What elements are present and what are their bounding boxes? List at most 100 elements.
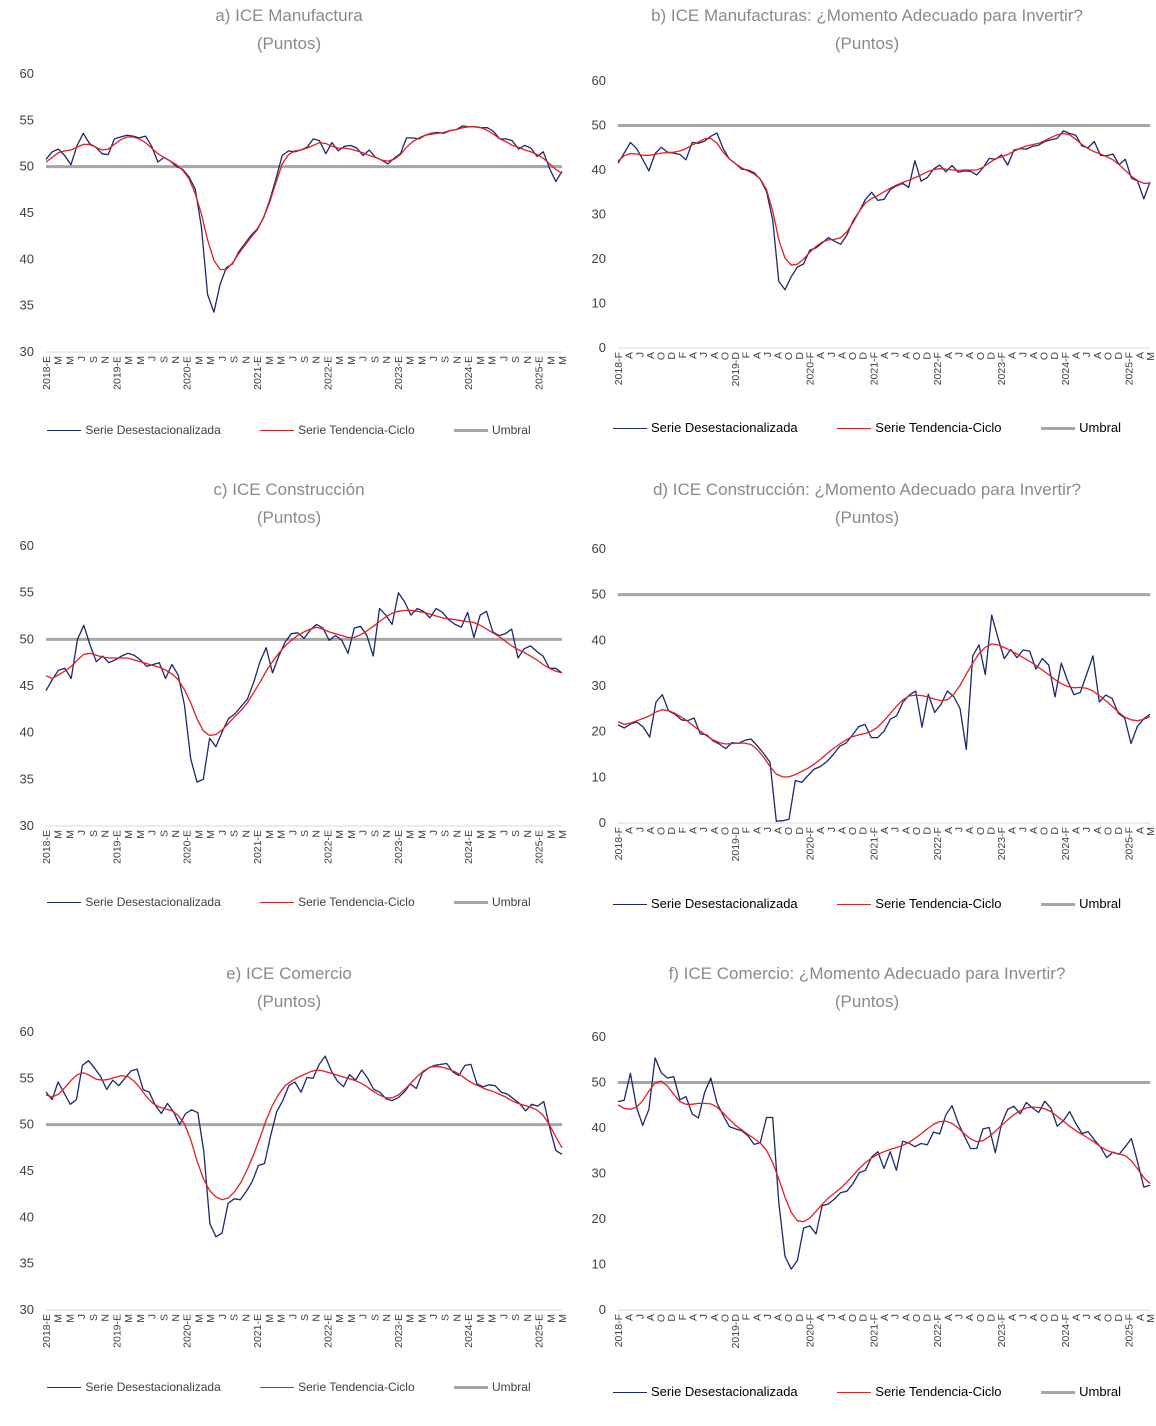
x-tick-label: J [76,1314,88,1319]
legend-swatch-deses [612,1392,647,1394]
x-tick-label: D [1049,352,1061,360]
x-tick-label: N [100,830,112,838]
series-line-deses [617,614,1151,822]
x-tick-label: N [240,830,252,838]
x-tick-label: M [334,356,346,365]
x-tick-label: D [1113,352,1125,360]
y-tick-label: 0 [599,1302,606,1317]
x-tick-label: D [922,1314,934,1322]
x-tick-label: A [709,827,721,834]
x-tick-label: 2022-E [322,830,334,864]
chart-title: d) ICE Construcción: ¿Momento Adecuado p… [578,476,1156,532]
x-tick-label: S [229,356,241,363]
series-line-tend [617,1080,1151,1223]
legend-swatch-umbral [453,1386,488,1390]
y-tick-label: 50 [592,1075,606,1090]
legend-item-umbral: Umbral [453,1380,531,1394]
x-tick-label: M [123,1314,135,1323]
x-tick-label: M [346,830,358,839]
x-tick-label: N [170,356,182,364]
y-tick-label: 30 [592,207,606,222]
x-tick-label: O [1039,827,1051,835]
x-tick-label: A [815,827,827,834]
x-tick-label: O [975,827,987,835]
x-tick-label: 2020-F [805,827,817,860]
x-tick-label: 2018-E [41,830,53,864]
x-tick-label: 2023-F [996,827,1008,860]
x-tick-label: A [1028,352,1040,359]
x-tick-label: 2019-D [730,352,742,387]
legend-item-tend: Serie Tendencia-Ciclo [260,895,415,909]
x-tick-label: D [985,827,997,835]
chart-title-text: d) ICE Construcción: ¿Momento Adecuado p… [652,480,1082,499]
x-tick-label: M [557,830,569,839]
chart-subtitle: (Puntos) [256,992,322,1011]
legend-label-deses: Serie Desestacionalizada [85,1380,221,1394]
x-tick-label: 2020-E [182,1314,194,1348]
x-tick-label: A [624,352,636,359]
x-tick-label: N [240,1314,252,1322]
x-tick-label: D [1049,1314,1061,1322]
x-tick-label: 2024-E [463,1314,475,1348]
x-tick-label: S [158,1314,170,1321]
x-tick-label: J [890,1314,902,1319]
x-tick-label: J [217,1314,229,1319]
x-tick-label: A [964,827,976,834]
x-tick-label: F [741,1314,753,1320]
x-tick-label: F [677,352,689,358]
chart-subtitle: (Puntos) [834,34,900,53]
x-tick-label: D [985,352,997,360]
x-tick-label: 2025-F [1124,1314,1136,1347]
x-tick-label: D [794,352,806,360]
y-tick-label: 40 [20,725,34,740]
x-tick-label: 2023-E [393,830,405,864]
x-tick-label: 2022-F [932,827,944,860]
y-tick-label: 20 [592,251,606,266]
x-tick-label: J [428,830,440,835]
legend-label-umbral: Umbral [491,423,531,437]
x-tick-label: J [698,352,710,357]
x-tick-label: A [964,352,976,359]
y-tick-label: 35 [20,298,34,313]
x-tick-label: J [634,352,646,357]
x-tick-label: D [858,1314,870,1322]
x-tick-label: O [719,1314,731,1322]
x-tick-label: A [624,827,636,834]
x-tick-label: J [953,352,965,357]
x-tick-label: J [826,1314,838,1319]
x-tick-label: O [911,827,923,835]
chart-panel-a: a) ICE Manufactura (Puntos) 30 35 40 45 50 55… [0,0,578,468]
x-tick-label: 2018-F [613,352,625,385]
legend-label-tend: Serie Tendencia-Ciclo [875,420,1002,435]
chart-subtitle: (Puntos) [256,34,322,53]
x-tick-label: J [1081,827,1093,832]
x-tick-label: D [794,1314,806,1322]
x-tick-label: J [287,830,299,835]
x-tick-label: 2021-E [252,356,264,390]
x-tick-label: J [147,356,159,361]
x-tick-label: M [557,1314,569,1323]
y-tick-label: 30 [592,678,606,693]
x-tick-label: D [858,352,870,360]
x-tick-label: O [847,1314,859,1322]
legend-swatch-tend [837,904,872,906]
chart-panel-d: d) ICE Construcción: ¿Momento Adecuado p… [578,474,1156,942]
x-tick-label: F [677,1314,689,1320]
x-tick-label: A [900,1314,912,1321]
x-tick-label: 2025-E [534,1314,546,1348]
y-tick-label: 45 [20,678,34,693]
x-tick-label: M [205,356,217,365]
x-tick-label: A [687,827,699,834]
x-tick-label: J [358,356,370,361]
x-tick-label: M [405,1314,417,1323]
x-tick-label: M [487,830,499,839]
x-tick-label: J [634,1314,646,1319]
x-tick-label: J [953,827,965,832]
x-tick-label: M [334,830,346,839]
chart-legend: Serie Desestacionalizada Serie Tendencia… [0,423,578,437]
y-tick-label: 10 [592,769,606,784]
x-tick-label: A [773,827,785,834]
x-tick-label: A [773,352,785,359]
x-tick-label: O [656,352,668,360]
